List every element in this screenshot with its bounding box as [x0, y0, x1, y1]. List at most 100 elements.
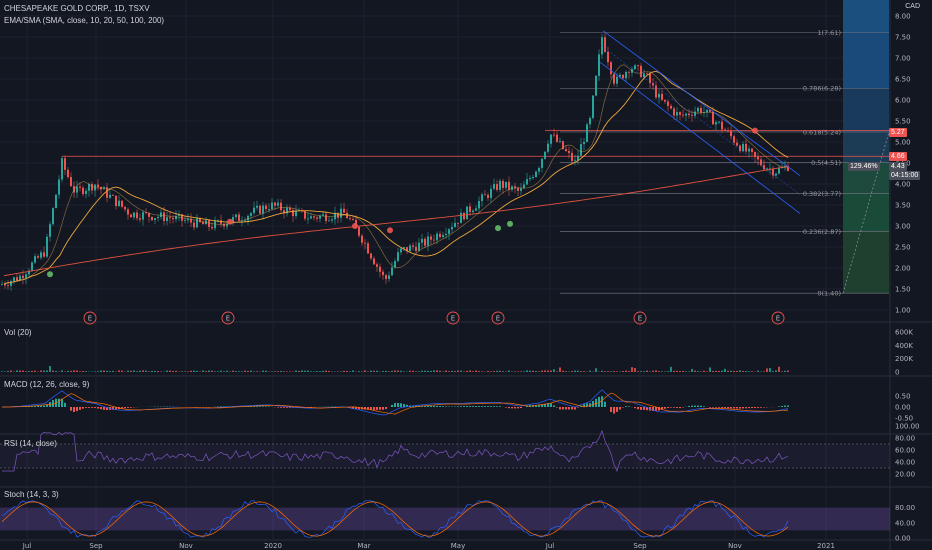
volume-bar	[751, 371, 753, 372]
macd-histogram-bar	[394, 403, 396, 407]
volume-bar	[478, 371, 480, 372]
macd-histogram-bar	[373, 407, 375, 410]
macd-histogram-bar	[460, 406, 462, 407]
symbol-title[interactable]: CHESAPEAKE GOLD CORP., 1D, TSXV	[4, 4, 150, 13]
candle-body	[307, 218, 309, 220]
macd-histogram-bar	[400, 403, 402, 407]
volume-tick-label: 0	[895, 369, 899, 377]
candle-body	[136, 212, 138, 219]
volume-bar	[457, 370, 459, 372]
candle-body	[775, 173, 777, 176]
macd-histogram-bar	[640, 407, 642, 410]
candle-body	[484, 194, 486, 196]
candle-body	[304, 211, 306, 219]
volume-bar	[208, 370, 210, 372]
fib-band	[843, 231, 889, 294]
macd-histogram-bar	[583, 403, 585, 407]
candle-body	[286, 207, 288, 214]
earnings-marker-icon	[83, 311, 97, 325]
volume-bar	[514, 371, 516, 372]
candle-body	[340, 208, 342, 218]
price-tick-label: 5.50	[895, 118, 911, 126]
earnings-marker-icon	[221, 311, 235, 325]
candle-body	[184, 220, 186, 221]
macd-histogram-bar	[619, 407, 621, 410]
price-tick-label: 6.50	[895, 76, 911, 84]
volume-bar	[217, 371, 219, 372]
candle-body	[649, 73, 651, 84]
volume-tick-label: 400K	[895, 342, 913, 350]
candle-body	[448, 229, 450, 234]
volume-bar	[328, 370, 330, 372]
volume-bar	[463, 371, 465, 372]
volume-bar	[784, 370, 786, 372]
candle-body	[265, 205, 267, 210]
macd-histogram-bar	[520, 407, 522, 409]
candle-body	[1, 284, 3, 285]
macd-histogram-bar	[289, 407, 291, 408]
macd-histogram-bar	[496, 406, 498, 407]
macd-histogram-bar	[127, 407, 129, 408]
volume-bar	[187, 371, 189, 372]
macd-histogram-bar	[424, 405, 426, 407]
candle-body	[64, 158, 66, 170]
candle-body	[685, 113, 687, 116]
volume-bar	[391, 370, 393, 372]
macd-legend[interactable]: MACD (12, 26, close, 9)	[4, 380, 90, 389]
macd-histogram-bar	[481, 406, 483, 407]
stoch-tick-label: 0.00	[895, 535, 911, 543]
candle-body	[787, 165, 789, 171]
volume-bar	[157, 371, 159, 372]
volume-bar	[556, 371, 558, 372]
candle-body	[643, 73, 645, 78]
candle-body	[115, 195, 117, 207]
earnings-marker-label: E	[776, 315, 780, 323]
volume-bar	[301, 370, 303, 372]
volume-bar	[445, 370, 447, 372]
candle-body	[454, 222, 456, 228]
volume-bar	[22, 370, 24, 372]
channel-mid	[600, 45, 801, 195]
candle-body	[604, 37, 606, 52]
candle-body	[121, 200, 123, 207]
candle-body	[472, 210, 474, 213]
volume-legend[interactable]: Vol (20)	[4, 328, 32, 337]
volume-bar	[742, 370, 744, 372]
price-tick-label: 3.00	[895, 223, 911, 231]
candle-body	[163, 212, 165, 221]
candle-body	[532, 176, 534, 179]
volume-bar	[697, 371, 699, 372]
macd-histogram-bar	[760, 407, 762, 408]
volume-bar	[787, 370, 789, 372]
candle-body	[208, 220, 210, 227]
price-tick-label: 5.00	[895, 139, 911, 147]
volume-bar	[481, 371, 483, 372]
macd-histogram-bar	[697, 405, 699, 407]
candle-body	[106, 187, 108, 198]
volume-bar	[250, 370, 252, 372]
volume-bar	[169, 370, 171, 372]
volume-bar	[490, 371, 492, 372]
volume-bar	[571, 371, 573, 372]
volume-bar	[454, 371, 456, 372]
candle-body	[661, 93, 663, 100]
macd-histogram-bar	[364, 407, 366, 410]
candle-body	[634, 65, 636, 70]
ma-cross-marker	[495, 225, 501, 232]
volume-bar	[304, 370, 306, 372]
volume-bar	[121, 370, 123, 372]
stoch-d-line	[1, 501, 789, 537]
macd-histogram-bar	[76, 407, 78, 412]
stoch-legend[interactable]: Stoch (14, 3, 3)	[4, 490, 59, 499]
volume-bar	[94, 371, 96, 372]
candle-body	[547, 143, 549, 152]
sma-200-line	[3, 165, 789, 277]
candle-body	[727, 130, 729, 132]
volume-bar	[361, 371, 363, 372]
rsi-legend[interactable]: RSI (14, close)	[4, 439, 57, 448]
macd-histogram-bar	[604, 401, 606, 407]
ema-sma-legend[interactable]: EMA/SMA (SMA, close, 10, 20, 50, 100, 20…	[4, 16, 165, 25]
volume-bar	[358, 371, 360, 372]
candle-body	[526, 179, 528, 185]
